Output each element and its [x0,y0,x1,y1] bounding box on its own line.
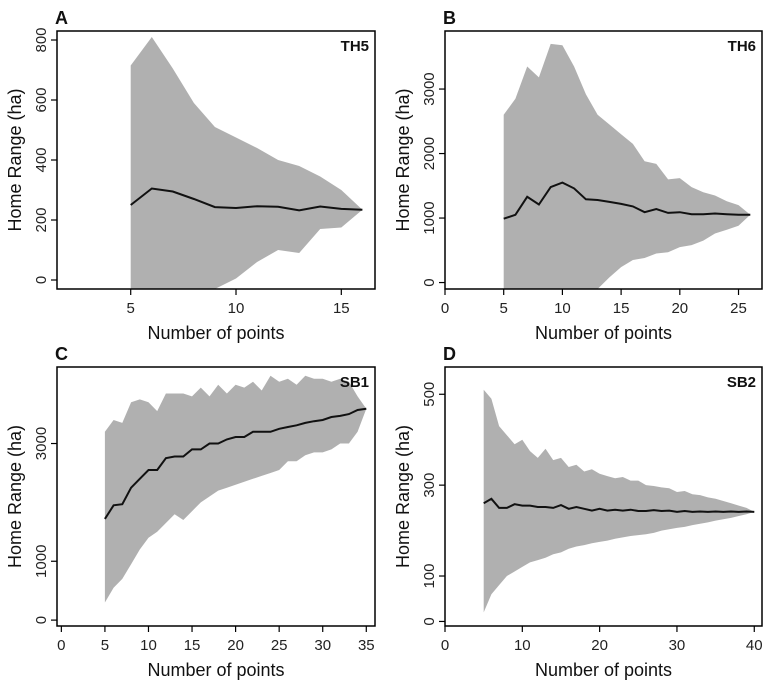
panel-b: 0 5 10 15 20 25 0 1000 2000 3000 Number of points H… [393,8,763,343]
x-tick-label: 25 [730,300,747,317]
x-tick-label: 10 [140,637,157,654]
panel-letter: B [443,8,456,28]
confidence-band [483,389,755,613]
panel-a: 5 10 15 0 200 400 600 800 Number of points Home R… [5,8,376,343]
plot-frame [444,30,763,290]
mean-line [503,181,751,220]
panel-name: SB2 [727,374,756,391]
y-tick-label: 300 [421,473,438,498]
y-tick-label: 0 [33,276,50,284]
y-tick-label: 500 [421,382,438,407]
x-axis-title: Number of points [147,323,284,343]
plot-frame [56,366,376,627]
y-tick-label: 1000 [421,201,438,234]
x-tick-label: 10 [228,300,245,317]
x-tick-label: 15 [333,300,350,317]
y-tick-label: 3000 [421,72,438,105]
y-axis-title: Home Range (ha) [393,425,413,568]
x-axis-title: Number of points [535,660,672,680]
confidence-band [503,43,751,289]
x-tick-label: 40 [746,637,763,654]
y-axis-title: Home Range (ha) [5,88,25,231]
panel-letter: C [55,344,68,364]
y-axis-title: Home Range (ha) [393,88,413,231]
y-tick-label: 1000 [33,545,50,578]
plot-frame [444,366,763,627]
y-tick-label: 200 [33,207,50,232]
x-tick-label: 5 [127,300,135,317]
y-tick-label: 400 [33,147,50,172]
y-tick-label: 100 [421,564,438,589]
panel-letter: A [55,8,68,28]
mean-line [483,497,755,513]
x-tick-label: 10 [514,637,531,654]
x-tick-label: 0 [441,300,449,317]
x-axis-title: Number of points [535,323,672,343]
x-tick-label: 15 [613,300,630,317]
x-axis-title: Number of points [147,660,284,680]
x-tick-label: 30 [314,637,331,654]
confidence-band [130,37,363,289]
x-tick-label: 0 [441,637,449,654]
mean-line [104,407,367,520]
x-tick-label: 20 [671,300,688,317]
panel-letter: D [443,344,456,364]
x-tick-label: 20 [227,637,244,654]
x-tick-label: 25 [271,637,288,654]
y-axis-title: Home Range (ha) [5,425,25,568]
y-tick-label: 600 [33,87,50,112]
panel-d: 0 10 20 30 40 0 100 300 500 Number of points Home … [393,344,763,680]
x-tick-label: 35 [358,637,375,654]
mean-line [130,187,363,212]
y-tick-label: 2000 [421,137,438,170]
y-tick-label: 3000 [33,427,50,460]
x-tick-label: 20 [591,637,608,654]
panel-name: TH5 [341,38,369,55]
panel-name: TH6 [728,38,756,55]
panel-c: 0 5 10 15 20 25 30 35 0 1000 3000 Number of points H… [5,344,376,680]
x-tick-label: 5 [101,637,109,654]
y-tick-label: 800 [33,27,50,52]
panel-name: SB1 [340,374,369,391]
y-tick-label: 0 [421,278,438,286]
y-tick-label: 0 [33,616,50,624]
x-tick-label: 10 [554,300,571,317]
x-tick-label: 5 [500,300,508,317]
x-tick-label: 30 [669,637,686,654]
x-tick-label: 0 [57,637,65,654]
x-tick-label: 15 [184,637,201,654]
confidence-band [104,375,367,603]
y-tick-label: 0 [421,617,438,625]
